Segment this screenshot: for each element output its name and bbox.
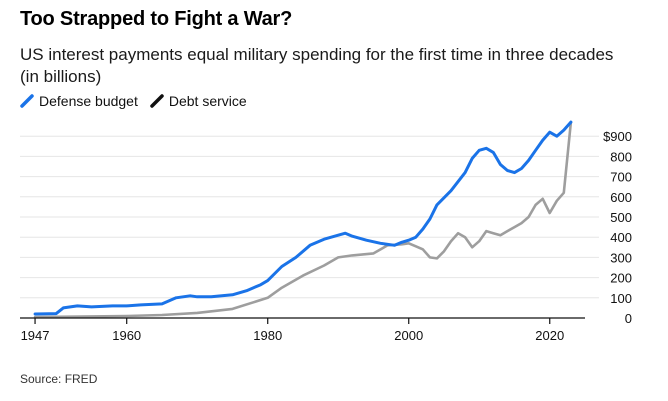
series-lines — [33, 120, 573, 319]
x-tick-label: 1947 — [21, 328, 50, 343]
y-tick-label: 0 — [625, 311, 632, 326]
chart-legend: Defense budget Debt service — [20, 93, 259, 109]
legend-label-defense: Defense budget — [39, 93, 138, 109]
legend-swatch-defense — [20, 94, 34, 108]
x-tick-label: 1980 — [253, 328, 282, 343]
x-tick-label: 2020 — [535, 328, 564, 343]
legend-label-debt: Debt service — [168, 93, 247, 109]
y-tick-label: 500 — [610, 210, 632, 225]
y-tick-label: 200 — [610, 271, 632, 286]
x-axis: 1947 1960 1980 2000 2020 — [20, 317, 585, 343]
y-tick-label: 600 — [610, 190, 632, 205]
y-tick-label: $900 — [603, 129, 632, 144]
series-line-defense — [33, 120, 573, 316]
chart-subtitle: US interest payments equal military spen… — [20, 45, 614, 86]
chart-title: Too Strapped to Fight a War? — [20, 8, 293, 30]
series-line-debt — [33, 120, 573, 319]
y-tick-label: 400 — [610, 230, 632, 245]
grid-lines — [20, 135, 599, 299]
legend-item-defense: Defense budget — [20, 93, 138, 109]
source-note: Source: FRED — [20, 372, 98, 386]
line-chart: 1947 1960 1980 2000 2020 0 100 200 300 400 500 600… — [20, 120, 632, 343]
x-tick-label: 2000 — [394, 328, 423, 343]
legend-swatch-debt — [150, 94, 164, 108]
y-tick-label: 700 — [610, 170, 632, 185]
y-axis-labels: 0 100 200 300 400 500 600 700 800 $900 — [603, 129, 632, 326]
y-tick-label: 800 — [610, 149, 632, 164]
x-tick-label: 1960 — [112, 328, 141, 343]
y-tick-label: 300 — [610, 250, 632, 265]
y-tick-label: 100 — [610, 291, 632, 306]
legend-item-debt: Debt service — [150, 93, 247, 109]
